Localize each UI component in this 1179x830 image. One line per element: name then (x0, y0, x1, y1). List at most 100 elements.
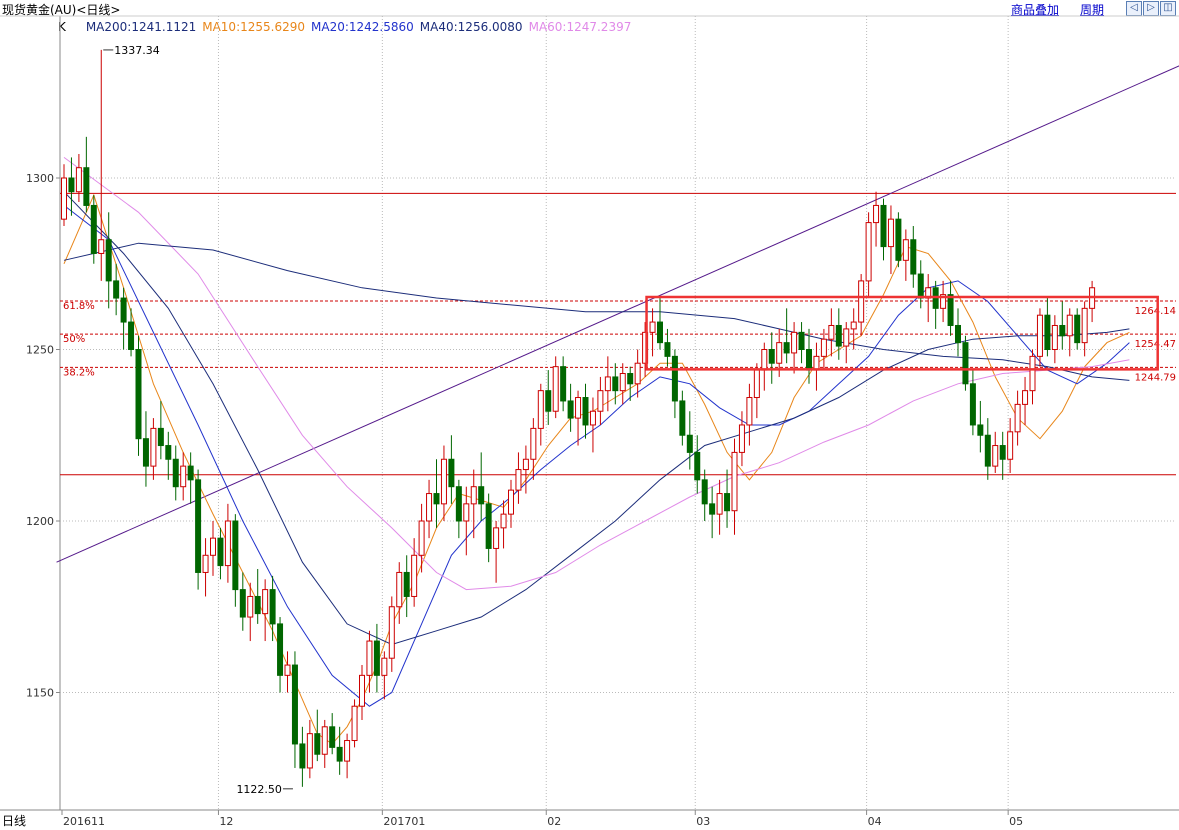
candle-body (418, 520, 425, 556)
candle-body (61, 177, 67, 220)
candle-body (940, 294, 947, 309)
ma-legend-item: MA60:1247.2397 (528, 20, 632, 34)
candle-body (768, 349, 775, 364)
candle-body (634, 362, 641, 385)
candle-body (806, 349, 812, 371)
candle-body (306, 733, 313, 769)
low-price-label: 1122.50 (236, 783, 282, 796)
overlay-menu-link[interactable]: 商品叠加 (1011, 3, 1060, 17)
candle-body (359, 674, 365, 707)
candle-body (135, 349, 142, 440)
ma-line-ma60 (63, 156, 1130, 591)
candle-body (210, 537, 216, 556)
y-tick-label: 1150 (26, 687, 54, 700)
candle-body (880, 204, 887, 248)
candle-body (433, 493, 440, 505)
layout-toggle-icon[interactable]: ◫ (1160, 1, 1176, 16)
candle-body (366, 640, 373, 676)
candle-body (239, 589, 246, 618)
candle-body (820, 338, 827, 357)
candle-body (783, 342, 790, 354)
candle-body (567, 400, 574, 419)
ma-legend-item: MA200:1241.1121 (85, 20, 197, 34)
candle-body (396, 571, 403, 608)
candle-body (254, 595, 261, 615)
candle-body (373, 640, 380, 676)
candle-body (165, 445, 172, 460)
candle-body (798, 331, 805, 351)
ma-line-ma200 (63, 242, 1130, 381)
candle-body (1081, 307, 1088, 344)
candle-body (962, 342, 969, 385)
candle-body (284, 664, 291, 676)
candle-body (329, 726, 336, 748)
candle-body (1074, 314, 1081, 344)
chart-header: 现货黄金(AU)<日线> 商品叠加 周期 ◁ ▷ ◫ (0, 0, 1179, 18)
candle-body (582, 397, 589, 426)
candle-body (917, 273, 924, 299)
candle-body (299, 743, 306, 769)
consolidation-box (645, 295, 1159, 371)
ma-legend-item: MA10:1255.6290 (202, 20, 306, 34)
candle-body (262, 589, 269, 615)
fib-value-label: 1264.14 (1135, 306, 1176, 317)
x-tick-label: 05 (1009, 815, 1023, 828)
candle-body (724, 493, 731, 512)
candle-body (649, 321, 656, 333)
period-menu-link[interactable]: 周期 (1080, 3, 1105, 17)
candle-body (813, 355, 820, 371)
ma-legend-item: MA20:1242.5860 (311, 20, 414, 34)
candle-body (314, 733, 321, 755)
ma-line-ma40 (63, 191, 1130, 646)
k-label: K (58, 20, 66, 34)
fib-percent-label: 50% (63, 334, 85, 345)
candle-body (694, 451, 701, 481)
candle-body (835, 324, 842, 347)
candle-body (1007, 431, 1014, 460)
candle-body (478, 486, 485, 505)
candle-body (731, 451, 738, 512)
candle-body (671, 355, 678, 402)
ma-legend: K MA200:1241.1121 MA10:1255.6290 MA20:1242… (58, 20, 643, 34)
candle-body (791, 331, 798, 354)
candle-body (455, 486, 462, 522)
candle-body (381, 657, 388, 676)
x-tick-label: 201611 (63, 815, 105, 828)
y-tick-label: 1300 (26, 172, 54, 185)
candle-body (105, 239, 112, 282)
candle-body (224, 520, 231, 567)
candle-body (470, 486, 477, 505)
candle-body (850, 321, 857, 330)
candle-body (493, 527, 500, 549)
candle-body (83, 167, 90, 206)
x-tick-label: 12 (219, 815, 233, 828)
prev-arrow-icon[interactable]: ◁ (1126, 1, 1142, 16)
candle-body (321, 726, 328, 755)
candle-body (738, 424, 745, 453)
candle-body (552, 366, 559, 412)
candle-body (947, 294, 954, 326)
candle-body (999, 445, 1006, 460)
fib-percent-label: 61.8% (63, 301, 95, 312)
candle-body (575, 397, 582, 419)
candle-body (746, 397, 753, 426)
candle-body (686, 434, 693, 453)
candle-body (344, 740, 351, 762)
candle-body (277, 623, 284, 676)
candle-body (187, 465, 194, 481)
y-tick-label: 1250 (26, 344, 54, 357)
candle-body (716, 493, 723, 515)
candle-body (709, 503, 716, 515)
candle-body (485, 503, 492, 549)
y-tick-label: 1200 (26, 515, 54, 528)
candle-body (969, 383, 976, 426)
candle-body (351, 705, 358, 742)
candle-body (761, 349, 768, 371)
candle-body (530, 427, 537, 460)
fib-value-label: 1254.47 (1135, 339, 1176, 350)
candle-body (865, 222, 872, 282)
candle-body (858, 280, 865, 323)
candle-body (202, 554, 209, 573)
x-tick-label: 04 (868, 815, 882, 828)
candle-body (500, 513, 507, 529)
